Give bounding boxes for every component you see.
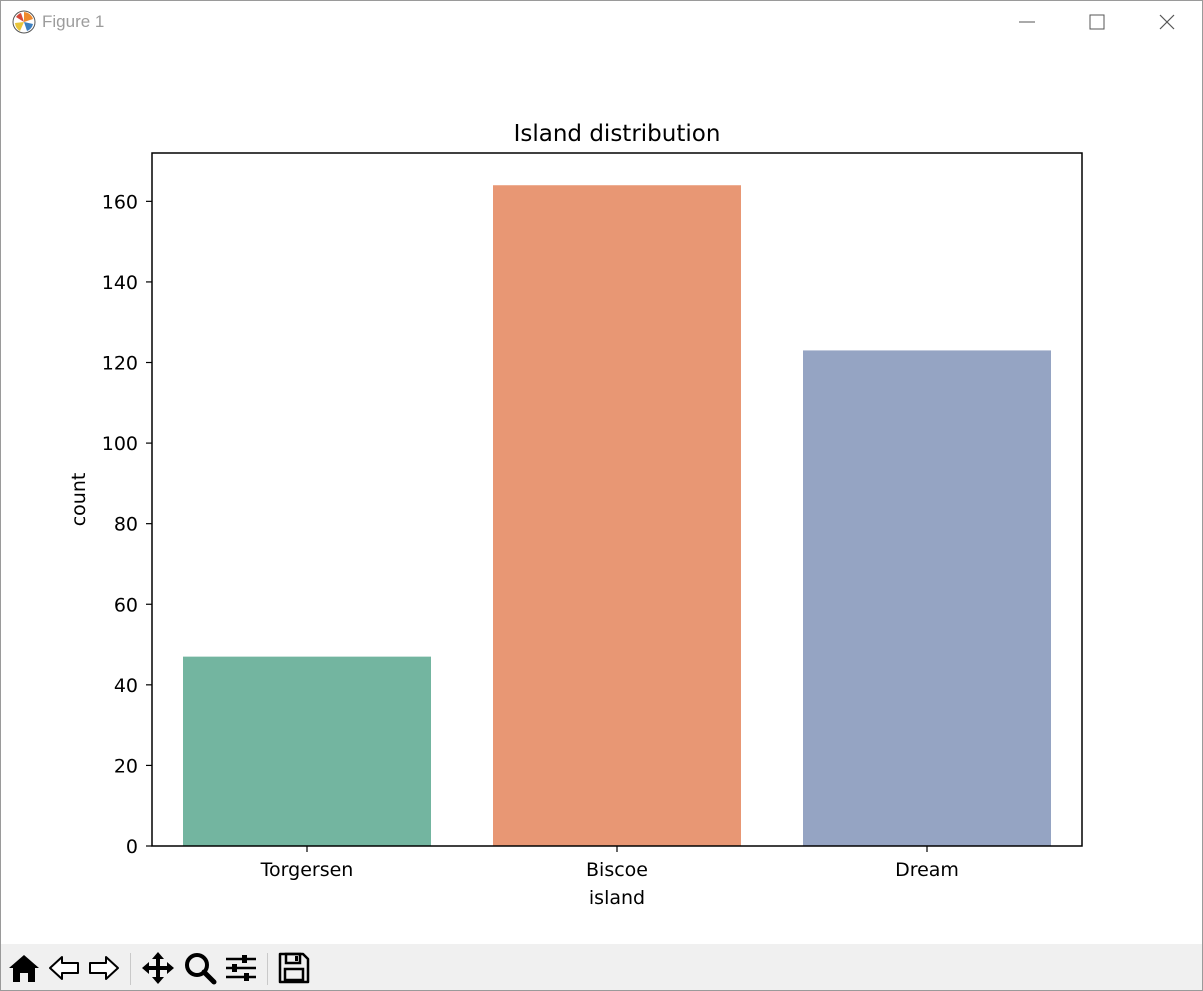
y-tick-label: 80	[114, 514, 138, 536]
bar-dream	[803, 350, 1051, 846]
maximize-icon	[1089, 14, 1105, 30]
move-icon	[142, 952, 174, 984]
axes-frame	[151, 152, 1083, 847]
back-button[interactable]	[46, 950, 82, 986]
y-axis-label: count	[68, 473, 90, 527]
toolbar-separator	[130, 953, 131, 985]
x-tick-label: Torgersen	[260, 859, 354, 881]
configure-subplots-button[interactable]	[223, 950, 259, 986]
title-bar[interactable]: Figure 1	[1, 1, 1202, 43]
window-title: Figure 1	[42, 12, 105, 31]
save-button[interactable]	[276, 950, 312, 986]
matplotlib-logo-icon	[12, 10, 36, 34]
zoom-icon	[185, 953, 217, 985]
close-icon	[1159, 14, 1175, 30]
forward-arrow-icon	[89, 956, 119, 980]
y-tick-label: 20	[114, 755, 138, 777]
sliders-icon	[226, 955, 256, 981]
y-tick-label: 140	[102, 272, 138, 294]
bar-chart: 0 20 40 60 80 100 120 140 160 Torgersen Biscoe Drea…	[68, 121, 1083, 909]
chart-title: Island distribution	[514, 121, 721, 147]
minimize-icon	[1019, 21, 1035, 23]
x-tick-label: Dream	[895, 859, 959, 881]
y-tick-label: 0	[126, 836, 138, 858]
back-arrow-icon	[49, 956, 79, 980]
y-tick-label: 160	[102, 191, 138, 213]
y-tick-label: 40	[114, 675, 138, 697]
zoom-button[interactable]	[182, 950, 218, 986]
maximize-button[interactable]	[1062, 1, 1132, 43]
x-tick-label: Biscoe	[586, 859, 648, 881]
navigation-toolbar	[1, 944, 1202, 990]
home-button[interactable]	[6, 950, 42, 986]
save-icon	[278, 952, 310, 984]
y-tick-label: 120	[102, 353, 138, 375]
minimize-button[interactable]	[992, 1, 1062, 43]
forward-button[interactable]	[86, 950, 122, 986]
bar-biscoe	[493, 185, 741, 847]
x-axis-label: island	[589, 887, 645, 909]
y-tick-label: 100	[102, 433, 138, 455]
bar-torgersen	[183, 656, 431, 846]
home-icon	[9, 955, 39, 982]
y-tick-label: 60	[114, 594, 138, 616]
pan-button[interactable]	[140, 950, 176, 986]
figure-canvas[interactable]: 0 20 40 60 80 100 120 140 160 Torgersen Biscoe Drea…	[1, 43, 1202, 944]
close-button[interactable]	[1132, 1, 1202, 43]
toolbar-separator	[267, 953, 268, 985]
